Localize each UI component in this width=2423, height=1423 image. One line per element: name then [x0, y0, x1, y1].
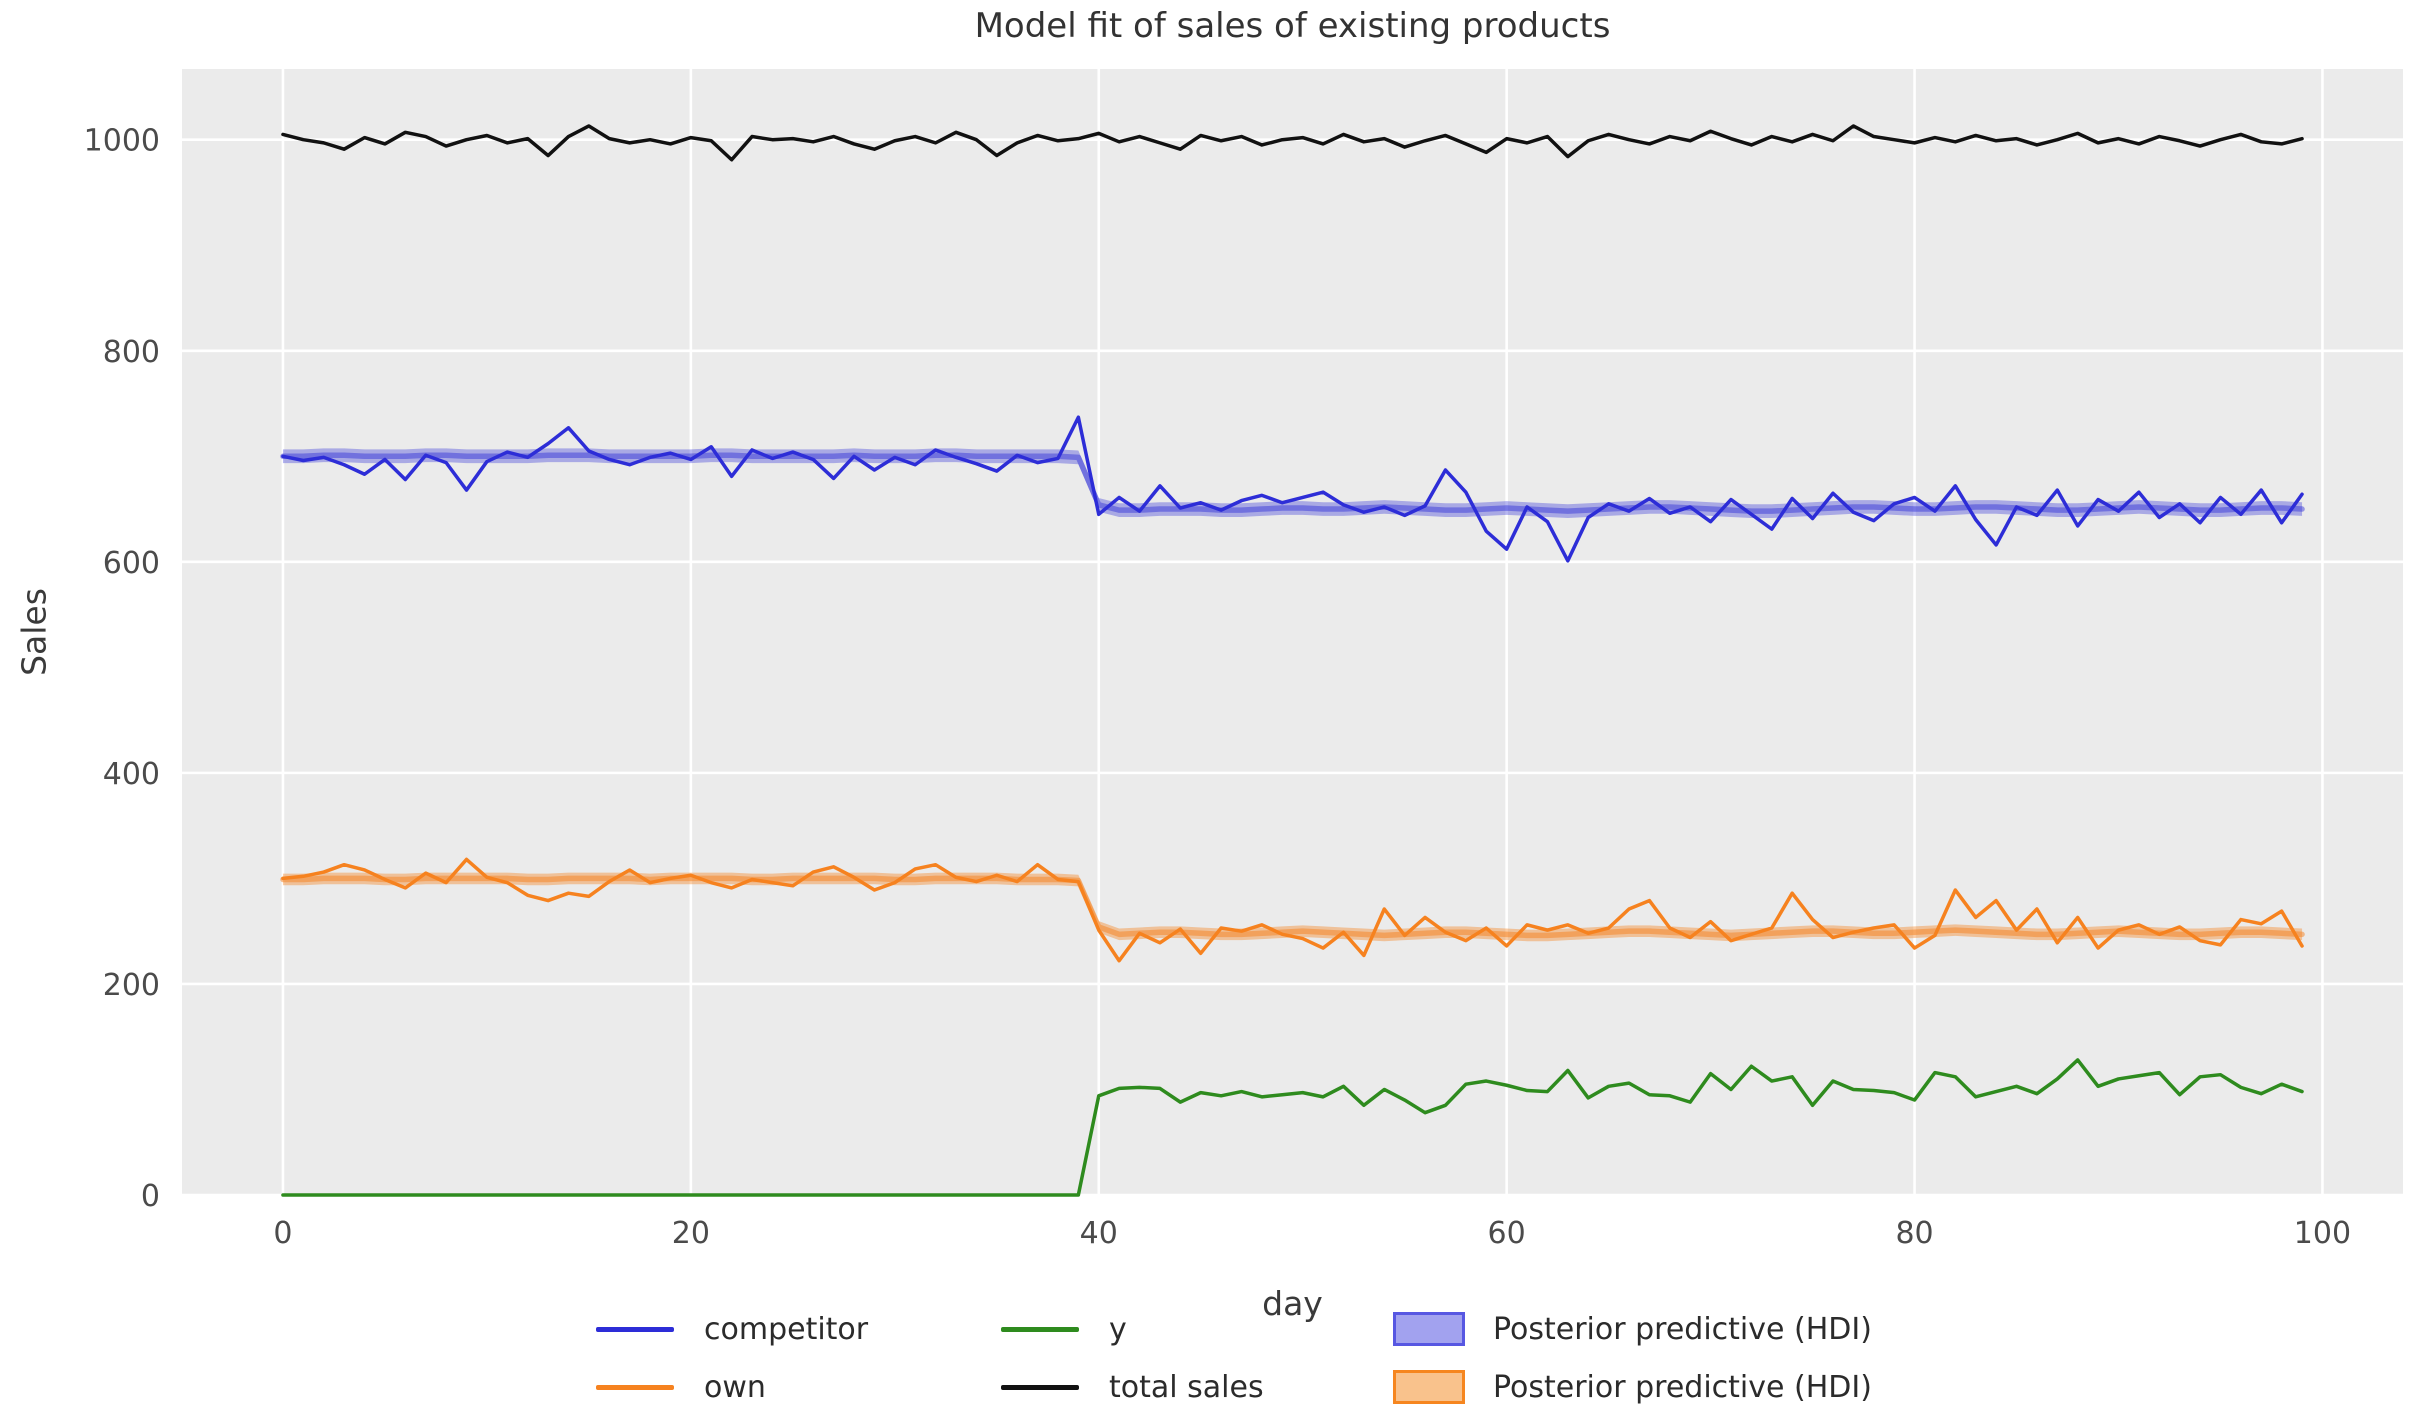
x-tick-label: 80 [1895, 1216, 1933, 1251]
legend-label-own: own [704, 1369, 766, 1405]
own-line-swatch [596, 1384, 674, 1390]
legend: competitor own y total sales Posterior p… [596, 1310, 1872, 1406]
y-tick-label: 800 [103, 335, 160, 370]
chart-title: Model fit of sales of existing products [974, 6, 1611, 46]
x-tick-label: 40 [1080, 1216, 1118, 1251]
x-tick-label: 60 [1488, 1216, 1526, 1251]
y-tick-label: 600 [103, 546, 160, 581]
y-axis-label: Sales [14, 588, 54, 676]
hdi-orange-patch-swatch [1393, 1370, 1465, 1404]
legend-entry-hdi-blue: Posterior predictive (HDI) [1393, 1310, 1872, 1348]
y-tick-label: 1000 [84, 124, 160, 159]
hdi-mean-line-blue [280, 452, 2305, 514]
series-line-own [281, 857, 2304, 963]
legend-entry-competitor: competitor [596, 1310, 1001, 1348]
competitor-line-swatch [596, 1326, 674, 1332]
y-tick-label: 400 [103, 757, 160, 792]
legend-column-3: Posterior predictive (HDI) Posterior pre… [1393, 1310, 1872, 1406]
legend-column-1: competitor own [596, 1310, 1001, 1406]
y-line-swatch [1001, 1326, 1079, 1332]
series-line-y [281, 1058, 2304, 1197]
x-axis-label: day [1262, 1284, 1323, 1323]
x-tick-label: 100 [2294, 1216, 2351, 1251]
x-tick-label: 20 [672, 1216, 710, 1251]
y-tick-label: 200 [103, 968, 160, 1003]
legend-entry-total-sales: total sales [1001, 1368, 1393, 1406]
legend-entry-y: y [1001, 1310, 1393, 1348]
hdi-band-blue [282, 448, 2303, 519]
series-line-competitor [281, 415, 2304, 563]
legend-column-2: y total sales [1001, 1310, 1393, 1406]
plot-background [182, 69, 2403, 1195]
series-line-total-sales [281, 124, 2304, 162]
legend-label-y: y [1109, 1311, 1127, 1347]
hdi-mean-line-orange [280, 875, 2305, 939]
y-tick-label: 0 [141, 1179, 160, 1214]
legend-entry-hdi-orange: Posterior predictive (HDI) [1393, 1368, 1872, 1406]
legend-entry-own: own [596, 1368, 1001, 1406]
legend-label-total-sales: total sales [1109, 1369, 1264, 1405]
x-tick-label: 0 [273, 1216, 292, 1251]
legend-label-hdi-orange: Posterior predictive (HDI) [1493, 1369, 1872, 1405]
legend-label-hdi-blue: Posterior predictive (HDI) [1493, 1311, 1872, 1347]
legend-label-competitor: competitor [704, 1311, 869, 1347]
total-sales-line-swatch [1001, 1384, 1079, 1390]
hdi-blue-patch-swatch [1393, 1312, 1465, 1346]
